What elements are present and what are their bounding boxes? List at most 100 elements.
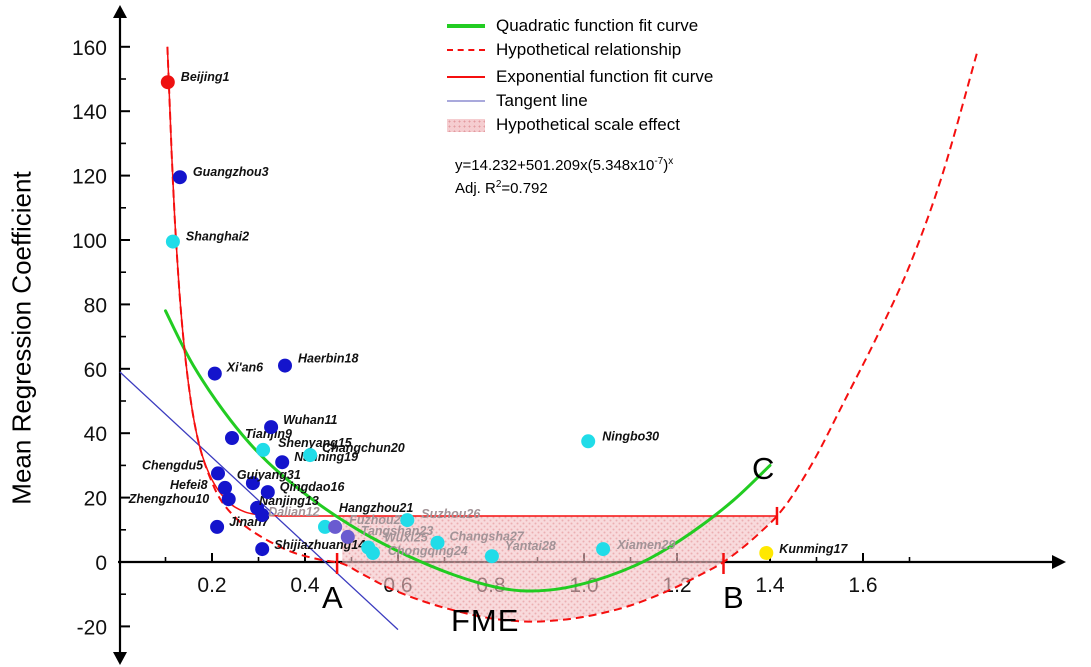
- data-label-hefei8: Hefei8: [170, 478, 208, 492]
- data-point-xi'an6: [207, 366, 222, 381]
- x-axis-title: FME: [451, 603, 520, 638]
- x-tick-label: 1.4: [755, 574, 785, 597]
- data-label-suzhou26: Suzhou26: [421, 507, 481, 521]
- data-point-shenyang15: [256, 442, 271, 457]
- data-point-shijiazhuang14: [255, 542, 270, 557]
- y-tick-label: 40: [84, 423, 107, 446]
- data-label-ningbo30: Ningbo30: [602, 429, 659, 443]
- data-point-kunming17: [759, 546, 774, 560]
- green-line-swatch-icon: [447, 24, 485, 28]
- data-point-wuhan11: [264, 420, 279, 435]
- data-label-beijing1: Beijing1: [181, 70, 230, 84]
- data-point-guangzhou3: [172, 170, 187, 185]
- y-axis-arrow-up-icon: [113, 5, 127, 18]
- data-label-shijiazhuang14: Shijiazhuang14: [274, 538, 365, 552]
- y-axis-title: Mean Regression Coefficient: [6, 171, 37, 505]
- y-tick-label: 20: [84, 488, 107, 511]
- red-dashed-line-swatch-icon: [447, 49, 485, 51]
- data-point-tianjin9: [225, 431, 239, 445]
- data-label-shenyang15: Shenyang15: [278, 436, 353, 450]
- y-axis-arrow-down-icon: [113, 652, 127, 665]
- data-point-fuzhou22: [328, 519, 343, 534]
- data-label-fuzhou22: Fuzhou22: [349, 513, 407, 527]
- data-label-chongqing24: Chongqing24: [388, 544, 468, 558]
- data-point-tangshan23: [340, 529, 355, 544]
- data-point-ningbo30: [581, 434, 596, 449]
- data-point-zhengzhou10: [221, 492, 236, 507]
- data-point-chengdu5: [211, 466, 225, 481]
- x-tick-label: 1.6: [848, 574, 877, 597]
- tangent-line: [119, 371, 399, 631]
- data-label-changsha27: Changsha27: [450, 530, 525, 544]
- scale-effect-region: [342, 515, 777, 622]
- data-point-changchun20: [303, 448, 318, 463]
- data-point-yantai28: [484, 549, 499, 564]
- data-point-haerbin18: [278, 358, 292, 373]
- data-point-suzhou26: [400, 513, 415, 528]
- red-line-swatch-icon: [447, 76, 485, 78]
- y-tick-label: 160: [72, 37, 107, 60]
- data-label-guangzhou3: Guangzhou3: [193, 165, 269, 179]
- legend-item-hypothetical: Hypothetical relationship: [447, 38, 713, 62]
- y-tick-label: 80: [84, 294, 107, 317]
- data-label-haerbin18: Haerbin18: [298, 352, 358, 366]
- data-point-nanning19: [275, 455, 290, 470]
- r-squared-line: Adj. R2=0.792: [455, 179, 548, 197]
- data-point-guiyang31: [245, 476, 260, 491]
- y-tick-label: -20: [77, 616, 107, 639]
- data-point-changsha27: [430, 535, 445, 550]
- quadratic-fit-curve: [164, 309, 772, 593]
- blue-line-swatch-icon: [447, 100, 485, 102]
- data-point-beijing1: [160, 75, 175, 90]
- data-label-tianjin9: Tianjin9: [245, 427, 292, 441]
- legend-label: Exponential function fit curve: [496, 67, 714, 86]
- y-tick-label: 120: [72, 166, 107, 189]
- x-tick-label: 0.4: [290, 574, 320, 597]
- data-point-xiamen29: [596, 542, 611, 557]
- data-label-wuxi25: Wuxi25: [384, 531, 429, 545]
- data-point-shanghai2: [165, 234, 180, 249]
- data-point-hefei8: [218, 480, 232, 495]
- equation-line: y=14.232+501.209x(5.348x10-7)x: [455, 156, 674, 174]
- data-point-hangzhou21: [318, 519, 332, 534]
- x-axis-arrow-icon: [1052, 555, 1066, 569]
- data-label-hangzhou21: Hangzhou21: [339, 501, 413, 515]
- data-label-changchun20: Changchun20: [322, 441, 405, 455]
- legend-label: Quadratic function fit curve: [496, 16, 699, 35]
- annotation-C: C: [752, 451, 775, 486]
- data-label-kunming17: Kunming17: [779, 542, 848, 556]
- data-point-nanjing13: [250, 500, 265, 515]
- y-tick-label: 140: [72, 101, 107, 124]
- pink-area-swatch-icon: [447, 118, 485, 132]
- x-tick-label: 0.2: [197, 574, 226, 597]
- fit-equation: y=14.232+501.209x(5.348x10-7)x Adj. R2=0…: [455, 156, 673, 197]
- data-label-shanghai2: Shanghai2: [186, 230, 249, 244]
- legend-label: Hypothetical relationship: [496, 40, 682, 59]
- data-label-wuhan11: Wuhan11: [283, 413, 337, 427]
- data-label-chengdu5: Chengdu5: [142, 458, 204, 472]
- legend-label: Hypothetical scale effect: [496, 115, 680, 134]
- data-label-tangshan23: Tangshan23: [361, 524, 434, 538]
- y-tick-label: 100: [72, 230, 107, 253]
- legend: Quadratic function fit curve Hypothetica…: [447, 14, 713, 137]
- annotation-B: B: [723, 580, 744, 615]
- legend-item-quadratic: Quadratic function fit curve: [447, 14, 713, 38]
- annotation-A: A: [322, 580, 343, 615]
- legend-label: Tangent line: [496, 91, 588, 110]
- data-label-nanjing13: Nanjing13: [259, 494, 319, 508]
- y-tick-label: 0: [95, 552, 107, 575]
- data-label-zhengzhou10: Zhengzhou10: [128, 492, 210, 506]
- data-label-guiyang31: Guiyang31: [237, 468, 301, 482]
- data-point-wuxi25: [361, 540, 376, 555]
- data-label-xi'an6: Xi'an6: [226, 361, 264, 375]
- data-point-jinan7: [210, 519, 225, 534]
- data-label-xiamen29: Xiamen29: [616, 538, 675, 552]
- data-point-qingdao16: [260, 485, 275, 500]
- legend-item-scale-effect: Hypothetical scale effect: [447, 113, 713, 137]
- data-label-dalian12: Dalian12: [268, 505, 319, 519]
- data-label-yantai28: Yantai28: [505, 539, 556, 553]
- legend-item-tangent: Tangent line: [447, 89, 713, 113]
- legend-item-exponential: Exponential function fit curve: [447, 65, 713, 89]
